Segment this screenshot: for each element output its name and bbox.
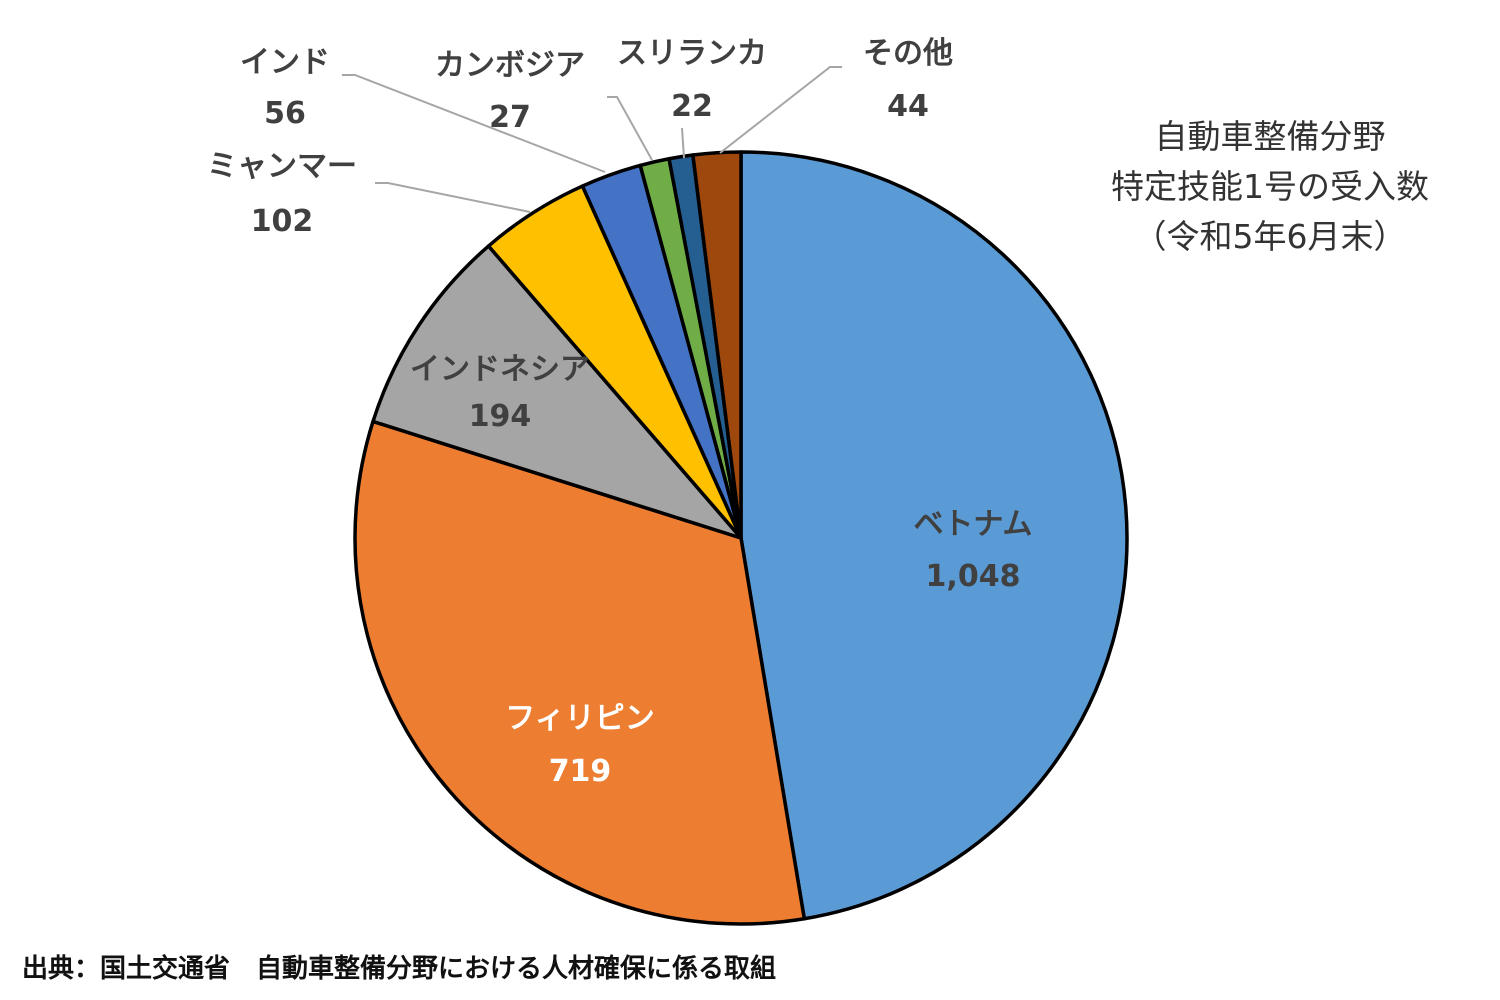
- slice-value-label: 56: [264, 96, 306, 131]
- chart-title: 自動車整備分野 特定技能1号の受入数 （令和5年6月末）: [1060, 112, 1480, 262]
- slice-value-label: 22: [671, 89, 713, 124]
- pie-slice: [691, 150, 743, 540]
- pie-slice: [371, 244, 743, 540]
- slice-label: インド: [240, 45, 330, 80]
- pie-slice: [353, 419, 807, 926]
- slice-value-label: 719: [549, 754, 612, 789]
- leader-line-srilanka: [681, 127, 685, 159]
- slice-label: フィリピン: [505, 701, 654, 736]
- leader-line-cambodia: [607, 96, 653, 161]
- slice-value-label: 1,048: [926, 559, 1021, 594]
- slice-value-label: 44: [887, 89, 929, 124]
- slice-value-label: 27: [489, 100, 531, 135]
- leader-line-myanmar: [375, 182, 531, 213]
- slice-value-label: 102: [251, 204, 314, 239]
- leader-line-india: [342, 74, 606, 173]
- chart-title-line: （令和5年6月末）: [1133, 217, 1407, 256]
- chart-title-line: 自動車整備分野: [1154, 117, 1386, 156]
- slice-label: その他: [863, 36, 953, 71]
- leader-line-other: [719, 66, 842, 154]
- slice-label: カンボジア: [435, 48, 585, 83]
- slice-label: インドネシア: [410, 352, 590, 387]
- slice-label: スリランカ: [617, 36, 767, 71]
- slice-label: ベトナム: [913, 507, 1032, 542]
- pie-slice: [739, 150, 1129, 921]
- slice-value-label: 194: [469, 399, 532, 434]
- slice-label: ミャンマー: [207, 149, 357, 184]
- chart-title-line: 特定技能1号の受入数: [1111, 167, 1429, 206]
- source-caption: 出典：国土交通省 自動車整備分野における人材確保に係る取組: [22, 954, 777, 984]
